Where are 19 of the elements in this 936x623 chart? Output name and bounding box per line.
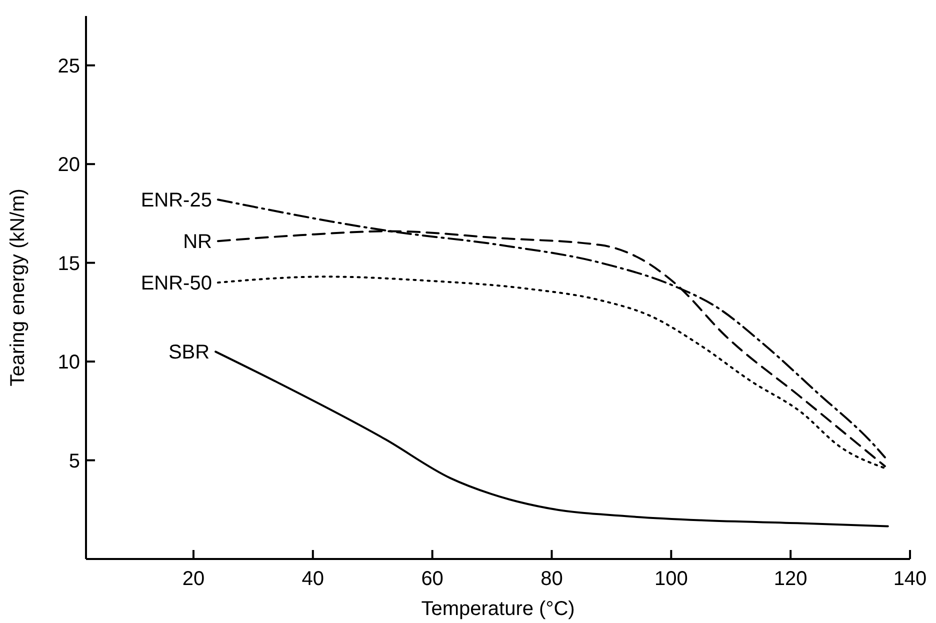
y-tick-label: 5 bbox=[68, 450, 80, 472]
x-tick-label: 100 bbox=[654, 568, 688, 590]
y-tick-label: 10 bbox=[58, 352, 80, 374]
x-tick-label: 60 bbox=[421, 568, 444, 590]
x-axis-title: Temperature (°C) bbox=[421, 598, 575, 620]
x-tick-label: 140 bbox=[893, 568, 927, 590]
x-tick-label: 40 bbox=[302, 568, 324, 590]
series-label: SBR bbox=[168, 342, 210, 364]
series-label: NR bbox=[183, 231, 212, 254]
y-tick-label: 20 bbox=[58, 154, 80, 176]
x-tick-label: 120 bbox=[774, 568, 808, 590]
y-axis-title: Tearing energy (kN/m) bbox=[7, 188, 29, 386]
x-tick-label: 20 bbox=[182, 568, 205, 590]
series-label: ENR-50 bbox=[140, 272, 212, 295]
x-tick-label: 80 bbox=[540, 568, 563, 590]
series-label: ENR-25 bbox=[140, 190, 212, 212]
line-series bbox=[214, 350, 889, 528]
y-tick-label: 25 bbox=[58, 55, 80, 78]
y-tick-label: 15 bbox=[58, 252, 80, 275]
